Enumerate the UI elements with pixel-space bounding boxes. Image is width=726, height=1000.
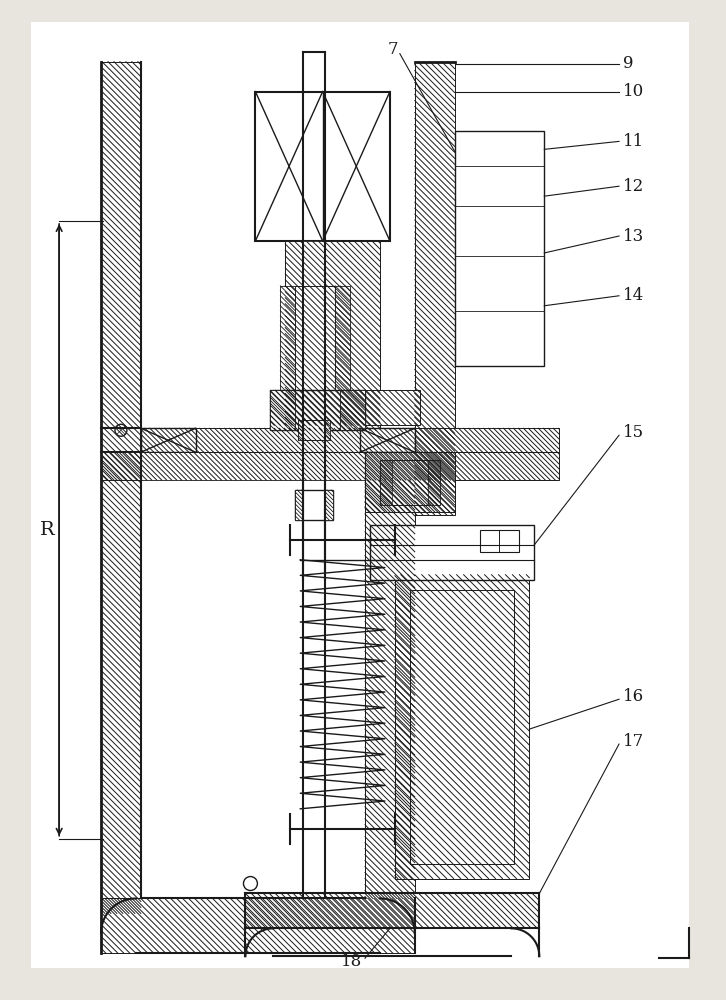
Bar <box>295 490 333 520</box>
Bar <box>101 62 141 913</box>
Bar <box>101 898 415 953</box>
Text: 13: 13 <box>623 228 644 245</box>
Bar <box>141 480 365 898</box>
Bar <box>270 390 295 430</box>
Bar <box>141 428 559 452</box>
Bar <box>415 62 454 515</box>
Bar <box>428 460 440 505</box>
Text: 16: 16 <box>623 688 644 705</box>
Text: R: R <box>40 521 54 539</box>
Bar <box>365 480 415 898</box>
Bar <box>280 286 295 390</box>
Text: 10: 10 <box>623 83 644 100</box>
Bar <box>395 575 529 879</box>
Bar <box>325 490 333 520</box>
Text: 7: 7 <box>388 41 398 58</box>
Text: 12: 12 <box>623 178 644 195</box>
Bar <box>409 590 515 864</box>
Bar <box>256 92 390 241</box>
Bar <box>454 131 544 366</box>
Text: 15: 15 <box>623 424 644 441</box>
Bar <box>101 452 559 480</box>
Bar <box>380 460 392 505</box>
Text: 14: 14 <box>623 287 644 304</box>
Bar <box>295 286 335 390</box>
Text: 11: 11 <box>623 133 644 150</box>
Text: 17: 17 <box>623 733 644 750</box>
Bar <box>298 420 330 440</box>
Bar <box>295 490 303 520</box>
Bar <box>303 241 325 430</box>
Bar <box>270 390 365 430</box>
Bar <box>370 525 534 580</box>
Bar <box>480 530 519 552</box>
Bar <box>335 286 350 390</box>
Bar <box>380 460 440 505</box>
Bar <box>285 241 380 430</box>
Text: 18: 18 <box>341 953 363 970</box>
Bar <box>325 420 330 440</box>
Bar <box>245 893 539 928</box>
Text: 9: 9 <box>623 55 634 72</box>
Bar <box>360 428 415 452</box>
Bar <box>270 390 420 425</box>
Bar <box>365 452 454 512</box>
Bar <box>298 420 303 440</box>
Bar <box>141 428 195 452</box>
Bar <box>340 390 365 430</box>
